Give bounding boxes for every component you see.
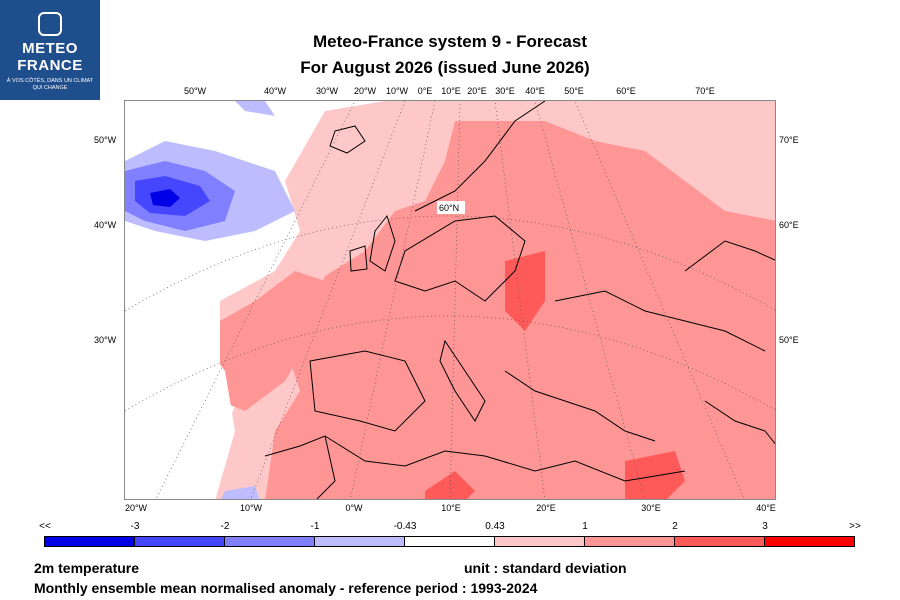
top-lon-label: 70°E [695, 86, 715, 96]
right-lon-label: 70°E [779, 135, 799, 145]
bottom-lon-label: 20°E [536, 503, 556, 513]
top-lon-label: 20°E [467, 86, 487, 96]
logo-tagline: À VOS CÔTÉS, DANS UN CLIMAT QUI CHANGE [6, 78, 94, 91]
legend-tick: << [39, 521, 51, 532]
anomaly-map: 60°N [124, 100, 776, 500]
anomaly-map-svg: 60°N [125, 101, 775, 499]
legend-tick: 0.43 [485, 521, 505, 532]
legend-tick: 2 [672, 521, 678, 532]
latitude-label-bg [437, 201, 465, 214]
left-lon-label: 50°W [94, 135, 117, 145]
top-lon-label: 0°E [417, 86, 433, 96]
legend-tick: 1 [582, 521, 588, 532]
top-lon-label: 40°E [525, 86, 545, 96]
legend-tick-labels: << -3 -2 -1 -0.43 0.43 1 2 3 >> [0, 521, 900, 533]
legend-tick: -1 [310, 521, 320, 532]
unit-label: unit : standard deviation [464, 560, 627, 576]
right-lon-label: 60°E [779, 220, 799, 230]
legend-swatch [405, 537, 495, 546]
legend-tick: -0.43 [393, 521, 417, 532]
anomaly-field-negative-core [150, 189, 180, 207]
legend-swatch [45, 537, 135, 546]
graticule-lines [125, 101, 775, 499]
top-lon-label: 30°W [315, 86, 339, 96]
anomaly-field-neutral-southwest [125, 311, 235, 499]
legend-swatch [315, 537, 405, 546]
legend-swatch [675, 537, 765, 546]
top-lon-label: 10°E [441, 86, 461, 96]
latitude-label-60n: 60°N [439, 203, 459, 213]
left-lon-label: 40°W [94, 220, 117, 230]
coastlines [264, 101, 775, 499]
bottom-lon-label: 10°W [239, 503, 263, 513]
legend-swatch [135, 537, 225, 546]
top-lon-label: 30°E [495, 86, 515, 96]
variable-label: 2m temperature [34, 560, 140, 576]
left-lon-label: 30°W [94, 335, 117, 345]
map-subtitle: For August 2026 (issued June 2026) [300, 58, 590, 77]
legend-tick: 3 [762, 521, 768, 532]
anomaly-field-strong-positive-3 [625, 451, 685, 499]
map-title: Meteo-France system 9 - Forecast [313, 32, 587, 51]
bottom-lon-label: 20°W [124, 503, 148, 513]
legend-color-bar [44, 536, 855, 547]
top-lon-label: 10°W [385, 86, 409, 96]
legend-tick: -3 [130, 521, 140, 532]
logo-line2: FRANCE [17, 57, 83, 74]
anomaly-field-strong-positive-2 [425, 471, 475, 499]
legend-tick: >> [849, 521, 861, 532]
anomaly-field-atlantic-positive [220, 271, 325, 411]
description-label: Monthly ensemble mean normalised anomaly… [34, 580, 538, 596]
legend-swatch [495, 537, 585, 546]
top-lon-label: 50°E [564, 86, 584, 96]
bottom-lon-label: 10°E [441, 503, 461, 513]
logo-line1: METEO [22, 40, 78, 57]
top-lon-label: 60°E [616, 86, 636, 96]
legend-swatch [765, 537, 854, 546]
anomaly-field-negative-south [221, 486, 260, 499]
top-lon-label: 40°W [263, 86, 287, 96]
legend-swatch [225, 537, 315, 546]
top-lon-label: 20°W [353, 86, 377, 96]
meteo-france-logo: METEO FRANCE À VOS CÔTÉS, DANS UN CLIMAT… [0, 0, 100, 100]
legend-swatch [585, 537, 675, 546]
logo-mark-icon [38, 12, 62, 36]
anomaly-field-negative-top [235, 101, 275, 116]
bottom-lon-label: 40°E [756, 503, 776, 513]
legend-tick: -2 [220, 521, 230, 532]
bottom-lon-label: 30°E [641, 503, 661, 513]
right-lon-label: 50°E [779, 335, 799, 345]
top-lon-label: 50°W [183, 86, 207, 96]
bottom-lon-label: 0°W [345, 503, 363, 513]
